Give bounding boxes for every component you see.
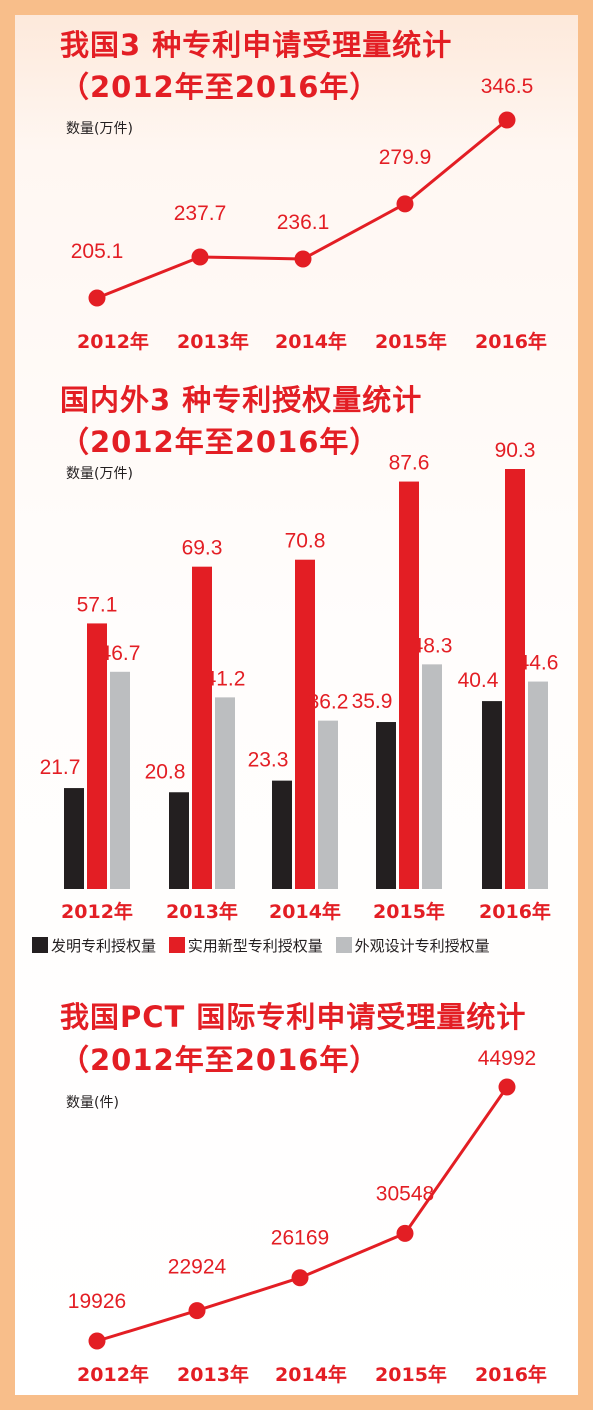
legend-swatch-invention [32,937,48,953]
chart2-data-label-s1-c2: 70.8 [285,530,326,553]
legend-item-utility: 实用新型专利授权量 [169,937,323,955]
chart3-point-0 [89,1333,106,1350]
chart2-data-label-s2-c0: 46.7 [100,642,141,665]
chart3-data-label-3: 30548 [376,1182,434,1205]
chart2-bar-s0-c4 [482,701,502,889]
chart2-data-label-s2-c3: 48.3 [412,634,453,657]
chart3-x-tick-2: 2014年 [275,1363,347,1386]
chart3-data-label-4: 44992 [478,1047,536,1070]
chart2-data-label-s1-c1: 69.3 [182,537,223,560]
chart3-data-label-2: 26169 [271,1227,329,1250]
chart2-bar-s2-c2 [318,721,338,889]
chart2-data-label-s0-c0: 21.7 [40,756,81,779]
legend-label-invention: 发明专利授权量 [51,937,156,955]
chart1-data-label-1: 237.7 [174,202,227,225]
chart3-data-label-0: 19926 [68,1290,126,1313]
chart1-data-label-3: 279.9 [379,146,432,169]
chart3-x-tick-1: 2013年 [177,1363,249,1386]
chart3-x-tick-0: 2012年 [77,1363,149,1386]
chart2-bar-s1-c1 [192,567,212,889]
chart2-bar-s0-c0 [64,788,84,889]
chart3-x-tick-4: 2016年 [475,1363,547,1386]
chart2-data-label-s2-c1: 41.2 [205,667,246,690]
chart1-data-label-0: 205.1 [71,240,124,263]
chart2-data-label-s0-c3: 35.9 [352,690,393,713]
legend-item-invention: 发明专利授权量 [32,937,156,955]
chart1-x-tick-2: 2014年 [275,330,347,353]
chart2-bar-s1-c2 [295,560,315,889]
legend-swatch-design [336,937,352,953]
legend-swatch-utility [169,937,185,953]
chart3-data-label-1: 22924 [168,1256,227,1279]
chart2-bar-s0-c1 [169,792,189,889]
chart1-x-tick-3: 2015年 [375,330,447,353]
chart3-series-line [97,1087,507,1341]
chart3-point-2 [292,1269,309,1286]
chart2-data-label-s1-c4: 90.3 [495,439,536,462]
legend-label-utility: 实用新型专利授权量 [188,937,323,955]
legend-label-design: 外观设计专利授权量 [355,937,490,955]
chart2-x-tick-2: 2014年 [269,900,341,923]
chart1-x-tick-4: 2016年 [475,330,547,353]
chart3-point-3 [397,1225,414,1242]
chart2-bar-s0-c3 [376,722,396,889]
chart1-data-label-2: 236.1 [277,211,330,234]
chart2-bar-s2-c4 [528,682,548,889]
chart1-data-label-4: 346.5 [481,75,534,98]
chart2-data-label-s1-c0: 57.1 [77,593,118,616]
chart2-legend: 发明专利授权量 实用新型专利授权量 外观设计专利授权量 [32,935,498,956]
chart1-series-line [97,120,507,298]
chart2-x-tick-4: 2016年 [479,900,551,923]
chart2-x-tick-3: 2015年 [373,900,445,923]
chart3-point-1 [189,1302,206,1319]
chart1-point-1 [192,248,209,265]
legend-item-design: 外观设计专利授权量 [336,937,490,955]
chart1-point-4 [499,112,516,129]
chart2-bar-s2-c1 [215,697,235,889]
chart2-x-tick-1: 2013年 [166,900,238,923]
chart1-x-tick-0: 2012年 [77,330,149,353]
chart2-data-label-s2-c4: 44.6 [518,652,559,675]
chart1-point-2 [295,250,312,267]
chart2-bar-s1-c4 [505,469,525,889]
chart2-data-label-s1-c3: 87.6 [389,452,430,475]
chart1-x-tick-1: 2013年 [177,330,249,353]
chart3-point-4 [499,1079,516,1096]
chart2-bar-s1-c3 [399,482,419,889]
chart2-data-label-s0-c4: 40.4 [458,669,499,692]
chart2-bar-s0-c2 [272,781,292,889]
chart2-bar-s2-c3 [422,664,442,889]
chart2-data-label-s2-c2: 36.2 [308,691,349,714]
chart1-point-3 [397,195,414,212]
chart1-point-0 [89,290,106,307]
chart3-x-tick-3: 2015年 [375,1363,447,1386]
chart2-x-tick-0: 2012年 [61,900,133,923]
chart2-data-label-s0-c2: 23.3 [248,749,289,772]
chart2-bar-s2-c0 [110,672,130,889]
chart2-data-label-s0-c1: 20.8 [145,760,186,783]
